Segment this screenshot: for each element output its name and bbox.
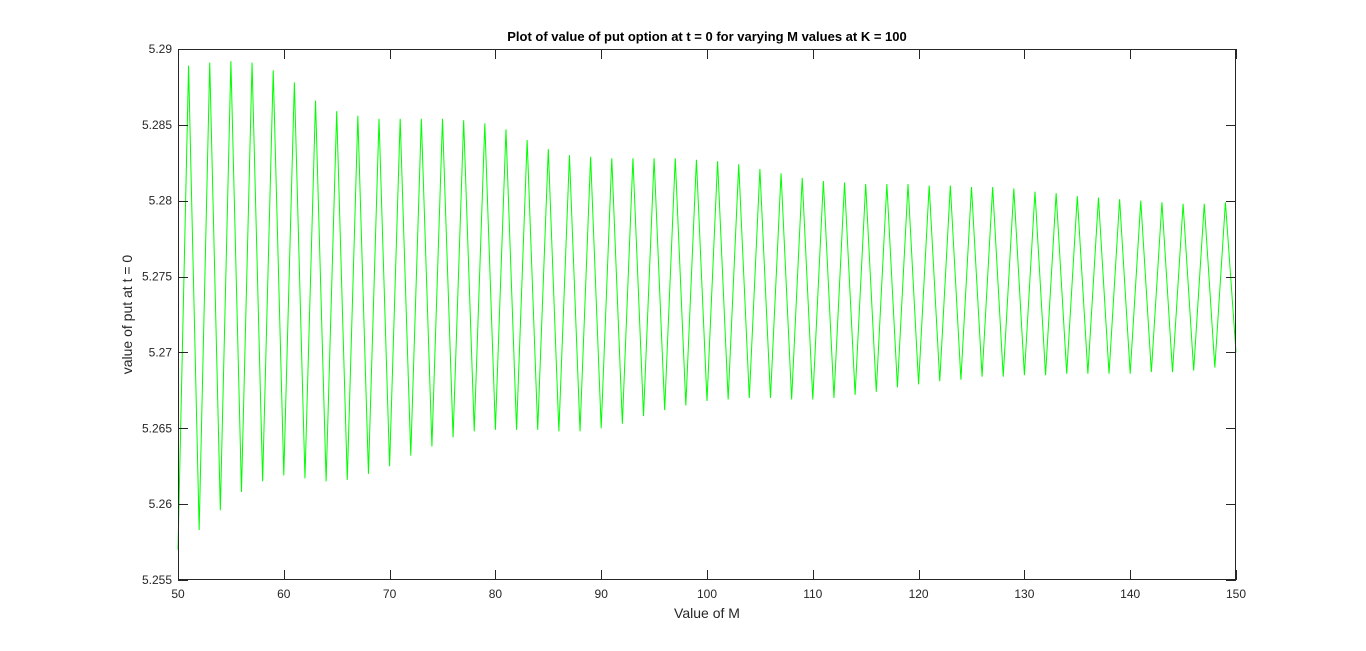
chart-title: Plot of value of put option at t = 0 for… <box>507 29 906 44</box>
y-tick-label: 5.27 <box>149 345 173 359</box>
x-tick-label: 90 <box>595 587 609 601</box>
x-tick-label: 80 <box>489 587 503 601</box>
x-tick-label: 60 <box>277 587 291 601</box>
x-axis: 50 60 70 80 90 100 110 120 130 140 150 <box>171 49 1246 601</box>
x-tick-label: 50 <box>171 587 185 601</box>
x-axis-label: Value of M <box>674 605 740 621</box>
y-tick-label: 5.28 <box>149 194 173 208</box>
y-tick-label: 5.29 <box>149 42 173 56</box>
data-line <box>177 61 1237 550</box>
y-tick-label: 5.265 <box>142 421 172 435</box>
x-tick-label: 100 <box>697 587 717 601</box>
y-tick-label: 5.275 <box>142 270 172 284</box>
y-tick-label: 5.255 <box>142 573 172 587</box>
y-tick-label: 5.285 <box>142 118 172 132</box>
y-axis: 5.255 5.26 5.265 5.27 5.275 5.28 5.285 5.29 <box>142 42 1236 587</box>
x-tick-label: 150 <box>1226 587 1246 601</box>
y-tick-label: 5.26 <box>149 497 173 511</box>
x-tick-label: 140 <box>1120 587 1140 601</box>
y-axis-label: value of put at t = 0 <box>119 255 135 375</box>
plot-area <box>178 49 1236 580</box>
x-tick-label: 130 <box>1014 587 1034 601</box>
x-tick-label: 110 <box>803 587 822 601</box>
x-tick-label: 70 <box>383 587 397 601</box>
x-tick-label: 120 <box>909 587 929 601</box>
